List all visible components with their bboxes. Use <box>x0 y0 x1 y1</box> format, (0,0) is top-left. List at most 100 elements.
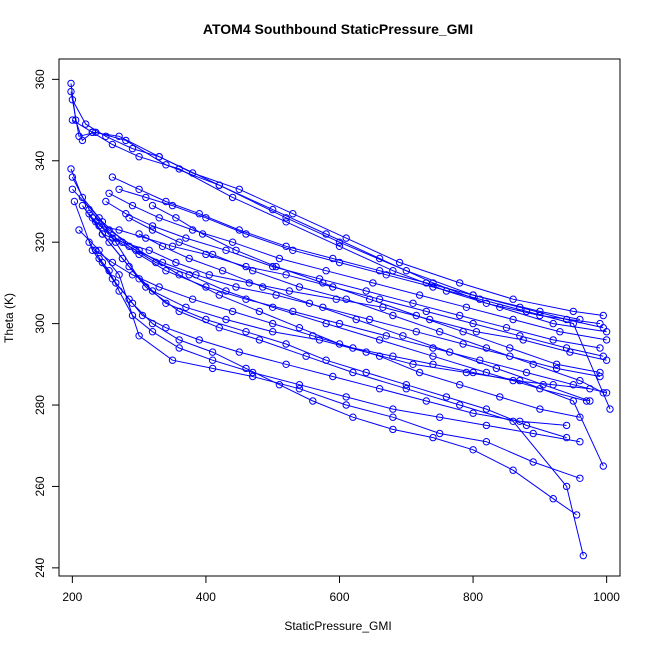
data-point <box>162 197 170 206</box>
x-axis-label: StaticPressure_GMI <box>284 619 391 633</box>
data-point <box>596 372 604 381</box>
y-tick-label: 340 <box>33 150 47 170</box>
data-point <box>162 161 170 169</box>
data-point <box>242 295 250 303</box>
data-point <box>242 230 250 238</box>
data-point <box>115 132 123 141</box>
data-point <box>208 364 217 373</box>
data-point <box>269 328 277 336</box>
series-line <box>92 217 607 394</box>
series-line <box>105 201 601 349</box>
data-point <box>135 185 143 194</box>
data-point <box>522 368 531 377</box>
data-point <box>162 299 170 307</box>
data-point <box>155 283 163 291</box>
data-point <box>429 283 437 291</box>
data-point <box>429 352 437 360</box>
series-16 <box>102 197 604 352</box>
data-point <box>222 287 230 295</box>
data-point <box>249 368 257 377</box>
data-point <box>182 234 190 242</box>
data-point <box>158 242 167 251</box>
data-point <box>175 238 183 246</box>
data-point <box>332 295 340 303</box>
data-point <box>125 214 133 222</box>
data-point <box>228 193 237 202</box>
data-point <box>342 393 350 401</box>
data-point <box>352 315 360 324</box>
data-point <box>108 258 117 267</box>
series-line <box>88 213 604 467</box>
series-8 <box>70 197 581 519</box>
data-point <box>68 96 77 104</box>
data-point <box>188 295 197 303</box>
data-point <box>255 336 264 344</box>
data-point <box>529 360 537 368</box>
data-point <box>502 324 511 332</box>
y-axis: 240 260 280 300 320 340 360 <box>33 69 60 578</box>
data-point <box>549 381 557 389</box>
data-point <box>415 368 424 377</box>
data-point <box>282 242 290 251</box>
data-point <box>469 409 477 417</box>
y-tick-label: 260 <box>33 476 47 496</box>
data-point <box>148 226 157 234</box>
data-point <box>429 360 437 368</box>
x-tick-label: 400 <box>196 590 216 604</box>
data-point <box>349 368 357 377</box>
data-point <box>375 336 384 344</box>
data-point <box>78 201 87 210</box>
series-line <box>108 192 607 341</box>
data-point <box>586 397 594 405</box>
data-point <box>375 385 384 393</box>
data-point <box>222 246 230 255</box>
data-point <box>142 234 150 242</box>
series-layer <box>67 79 614 560</box>
series-line <box>72 119 607 333</box>
data-point <box>289 246 297 255</box>
data-point <box>132 246 140 255</box>
data-point <box>549 319 557 328</box>
data-point <box>402 385 410 393</box>
data-point <box>282 340 290 348</box>
data-point <box>228 307 237 316</box>
data-point <box>158 258 167 267</box>
data-point <box>95 222 103 230</box>
series-line <box>112 176 604 329</box>
data-point <box>412 311 420 320</box>
data-point <box>249 372 257 381</box>
series-13 <box>92 218 604 381</box>
data-point <box>295 324 304 332</box>
series-line <box>72 188 567 439</box>
data-point <box>402 381 410 389</box>
data-point <box>362 348 370 356</box>
plot-frame <box>58 58 621 577</box>
data-point <box>192 271 200 279</box>
data-point <box>67 79 75 88</box>
data-point <box>67 87 75 96</box>
x-tick-label: 800 <box>463 590 483 604</box>
data-point <box>459 328 467 336</box>
data-point <box>362 368 370 377</box>
data-point <box>389 311 397 320</box>
data-point <box>148 287 157 295</box>
data-point <box>92 246 100 255</box>
data-point <box>105 189 113 198</box>
data-point <box>295 381 304 389</box>
data-point <box>389 425 397 434</box>
data-point <box>415 291 424 299</box>
data-point <box>208 250 217 259</box>
series-line <box>102 233 607 361</box>
data-point <box>175 307 183 316</box>
data-point <box>289 210 297 218</box>
data-point <box>168 356 177 364</box>
chart-title: ATOM4 Southbound StaticPressure_GMI <box>203 21 473 37</box>
data-point <box>295 283 304 291</box>
data-point <box>492 364 501 373</box>
data-point <box>329 254 337 263</box>
data-point <box>115 226 123 234</box>
data-point <box>362 287 370 295</box>
series-line <box>88 241 567 426</box>
data-point <box>349 344 357 352</box>
